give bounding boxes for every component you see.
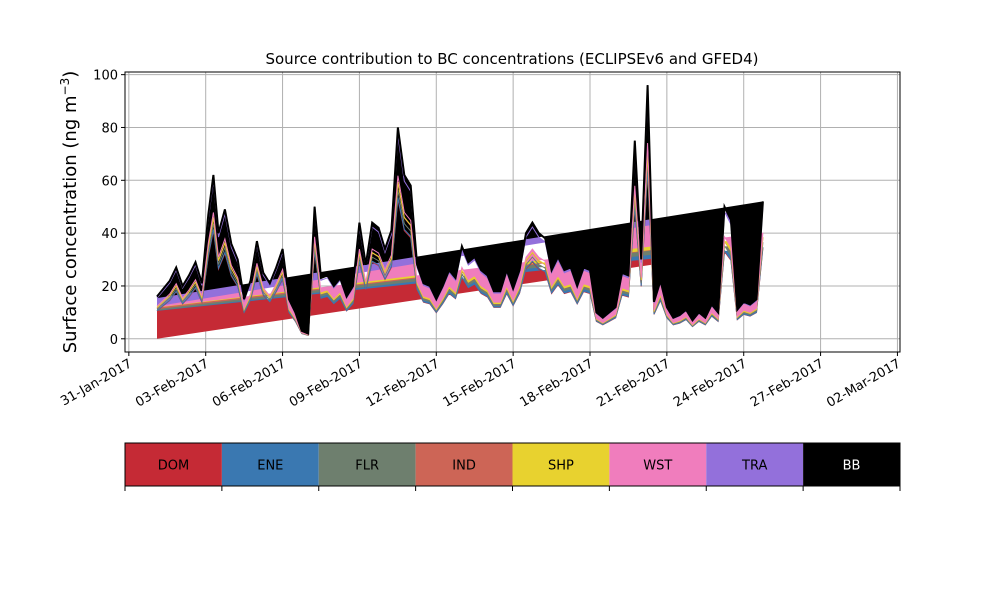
legend-label-wst: WST: [643, 459, 672, 474]
y-tick-label: 60: [101, 174, 118, 189]
legend-swatch-shp: [512, 443, 610, 486]
legend-swatch-ene: [221, 443, 319, 486]
y-tick-label: 20: [101, 280, 118, 295]
legend-label-bb: BB: [843, 459, 861, 474]
y-axis-label: Surface concentration (ng m−3): [58, 71, 81, 354]
legend-swatch-wst: [609, 443, 707, 486]
y-tick-label: 80: [101, 121, 118, 136]
legend-swatch-flr: [318, 443, 416, 486]
legend: DOM ENE FLR IND SHP WST TRA BB: [124, 442, 901, 491]
y-axis-label-main: Surface concentration (ng m: [60, 95, 81, 353]
legend-swatch-bb: [803, 443, 900, 486]
legend-label-ene: ENE: [257, 459, 283, 474]
y-tick-label: 100: [93, 69, 118, 84]
y-axis: 0 20 40 60 80 100: [93, 69, 125, 348]
total-line: [156, 85, 764, 335]
legend-swatch-tra: [706, 443, 804, 486]
plot-frame: [124, 71, 901, 353]
line-layer: [156, 85, 764, 336]
legend-swatch-dom: [125, 443, 222, 486]
y-tick-label: 40: [101, 227, 118, 242]
area-layer: [157, 85, 763, 339]
chart-title: Source contribution to BC concentrations…: [265, 50, 758, 68]
y-axis-label-close: ): [60, 71, 81, 78]
line-ene: [156, 169, 764, 336]
line-flr: [156, 160, 764, 336]
legend-label-flr: FLR: [355, 459, 379, 474]
y-axis-label-exponent: −3: [58, 78, 72, 96]
legend-label-shp: SHP: [548, 459, 574, 474]
y-tick-label: 0: [110, 333, 118, 348]
legend-label-tra: TRA: [741, 459, 767, 474]
legend-label-ind: IND: [452, 459, 476, 474]
legend-label-dom: DOM: [158, 459, 189, 474]
line-wst: [156, 142, 764, 336]
legend-swatch-ind: [415, 443, 513, 486]
area-bb: [157, 85, 763, 334]
